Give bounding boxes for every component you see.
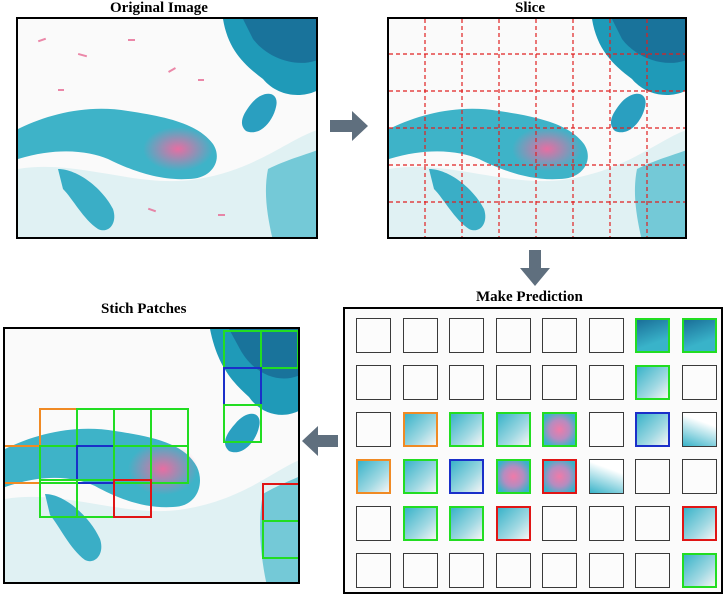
prediction-patch-normal — [635, 365, 670, 400]
prediction-patch — [635, 553, 670, 588]
title-stitch-patches: Stich Patches — [101, 301, 187, 317]
prediction-patch-normal — [402, 459, 438, 494]
arrow-left-icon — [302, 426, 338, 456]
slice-panel — [387, 17, 687, 239]
prediction-patch — [449, 553, 484, 588]
prediction-patch — [588, 365, 624, 400]
prediction-patch — [588, 459, 624, 494]
prediction-patch-suspicious — [635, 412, 670, 447]
prediction-patch — [588, 506, 624, 541]
stitched-box-normal — [262, 520, 298, 559]
prediction-patch-normal — [681, 318, 717, 353]
prediction-patch — [356, 506, 391, 541]
slice-micrograph — [389, 19, 685, 237]
title-make-prediction: Make Prediction — [476, 289, 583, 305]
prediction-patch — [356, 412, 391, 447]
prediction-patch-normal — [449, 412, 484, 447]
prediction-patch-normal — [495, 459, 531, 494]
stitched-box-normal — [223, 404, 262, 443]
prediction-patch — [402, 318, 438, 353]
prediction-patch-normal — [449, 506, 484, 541]
prediction-patch — [588, 412, 624, 447]
stitched-micrograph — [5, 329, 298, 582]
arrow-right-icon — [330, 111, 368, 141]
prediction-patch — [449, 365, 484, 400]
title-original-image: Original Image — [110, 0, 208, 16]
slice-grid-lines — [389, 19, 685, 237]
prediction-patch — [635, 459, 670, 494]
stitched-box-normal — [260, 330, 298, 369]
prediction-patch — [402, 365, 438, 400]
prediction-patch-normal — [635, 318, 670, 353]
prediction-patch — [542, 506, 577, 541]
original-image-panel — [16, 17, 318, 239]
original-micrograph — [18, 19, 316, 237]
prediction-patch — [356, 553, 391, 588]
prediction-patch — [356, 318, 391, 353]
prediction-patch-malignant — [495, 506, 531, 541]
prediction-patch-normal — [402, 506, 438, 541]
prediction-patch — [449, 318, 484, 353]
prediction-patch-malignant — [681, 506, 717, 541]
prediction-patch — [402, 553, 438, 588]
prediction-panel — [343, 307, 723, 594]
stitched-box-normal — [150, 445, 189, 484]
prediction-patch-normal — [542, 412, 577, 447]
prediction-patch — [542, 365, 577, 400]
stitched-highlight-boxes — [5, 330, 298, 559]
prediction-patch — [495, 553, 531, 588]
arrow-down-icon — [520, 250, 550, 286]
prediction-patch — [495, 365, 531, 400]
prediction-patch-atypical — [356, 459, 391, 494]
prediction-patch — [635, 506, 670, 541]
title-slice: Slice — [515, 0, 545, 16]
prediction-patch — [681, 412, 717, 447]
prediction-patch — [588, 553, 624, 588]
prediction-patch — [495, 318, 531, 353]
prediction-patch-normal — [495, 412, 531, 447]
prediction-patch — [681, 459, 717, 494]
prediction-patch-malignant — [542, 459, 577, 494]
stitched-panel — [3, 327, 300, 584]
prediction-patch-suspicious — [449, 459, 484, 494]
stitched-box-malignant — [113, 479, 152, 518]
prediction-patch — [542, 318, 577, 353]
prediction-patch-atypical — [402, 412, 438, 447]
prediction-patch-normal — [681, 553, 717, 588]
prediction-patch — [356, 365, 391, 400]
prediction-patch — [588, 318, 624, 353]
prediction-patch — [681, 365, 717, 400]
prediction-patch — [542, 553, 577, 588]
